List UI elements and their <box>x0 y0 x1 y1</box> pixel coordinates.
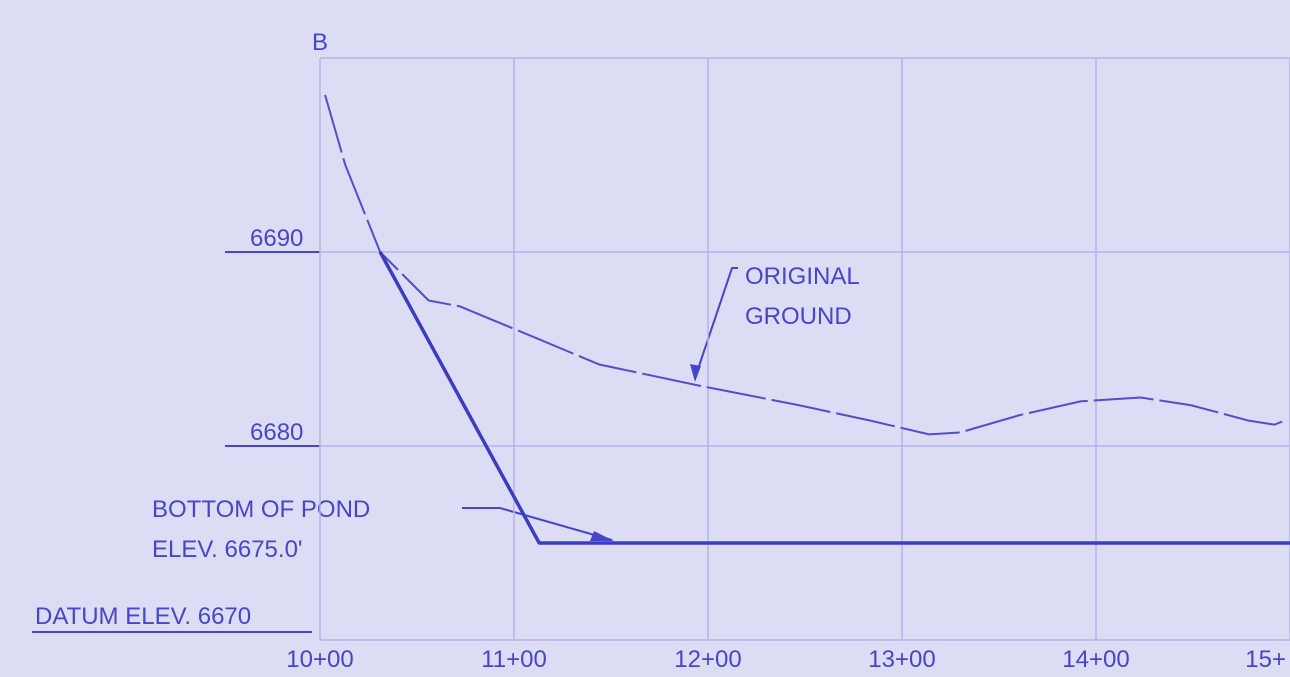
x-tick-label: 13+00 <box>868 646 935 673</box>
y-tick-label: 6680 <box>250 419 303 446</box>
leader <box>462 507 613 541</box>
x-tick-label: 14+00 <box>1062 646 1129 673</box>
arrowhead <box>590 531 614 541</box>
arrowhead <box>690 364 701 382</box>
section-label: B <box>312 29 328 56</box>
y-tick-label: 6690 <box>250 225 303 252</box>
annotation: GROUND <box>745 303 852 330</box>
profile-line <box>378 251 1290 545</box>
profile-line <box>324 94 1285 436</box>
datum-label: DATUM ELEV. 6670 <box>35 603 251 630</box>
x-tick-label: 10+00 <box>286 646 353 673</box>
x-tick-label: 15+ <box>1245 646 1286 673</box>
annotation: ORIGINAL <box>745 263 860 290</box>
annotation: ELEV. 6675.0' <box>152 536 303 563</box>
x-tick-label: 12+00 <box>674 646 741 673</box>
annotation: BOTTOM OF POND <box>152 496 370 523</box>
x-tick-label: 11+00 <box>481 646 547 673</box>
